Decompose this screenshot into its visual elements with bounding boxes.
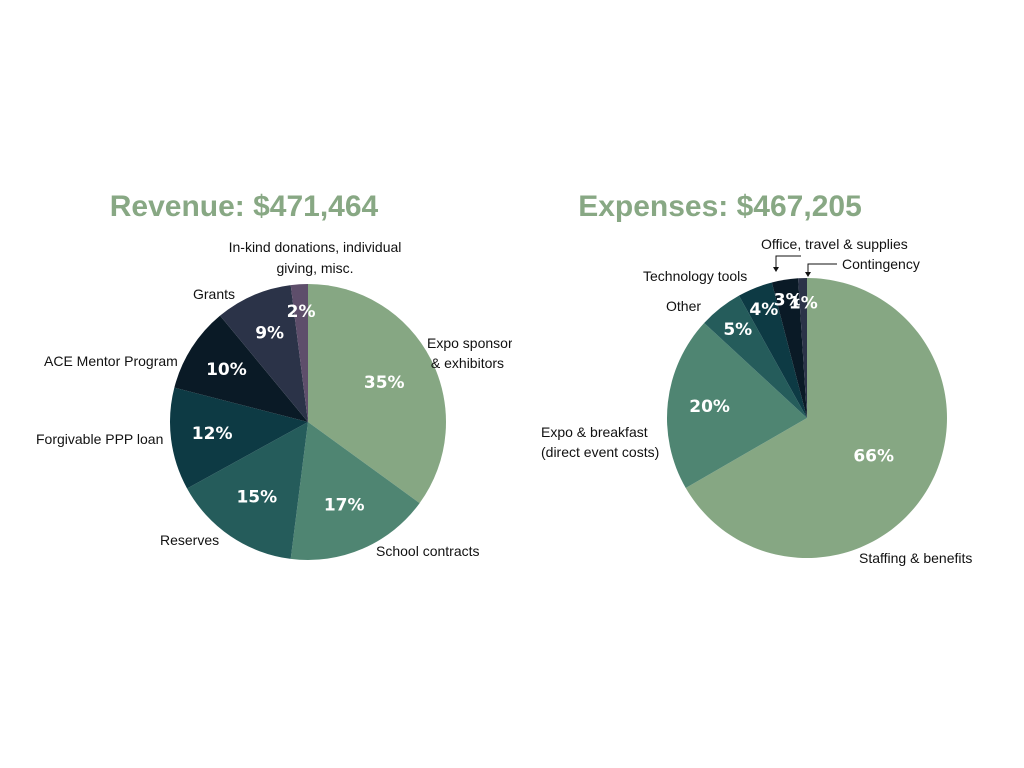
revenue-slice-6 — [290, 284, 308, 422]
expenses-leader-line-0 — [775, 255, 801, 268]
revenue-pct-label-4: 10% — [206, 360, 247, 380]
expenses-category-label-4: Office, travel & supplies — [761, 236, 908, 252]
revenue-category-label-5: Grants — [193, 286, 235, 302]
revenue-category-label-0: Expo sponsorships & exhibitors — [427, 335, 512, 371]
revenue-category-label-3: Forgivable PPP loan — [36, 431, 163, 447]
expenses-category-label-5: Contingency — [842, 256, 920, 272]
expenses-leader-line-1 — [807, 263, 837, 273]
revenue-category-label-2: Reserves — [160, 532, 219, 548]
revenue-category-label-6: In-kind donations, individual giving, mis… — [229, 239, 402, 276]
revenue-pct-label-6: 2% — [287, 302, 316, 322]
expenses-slice-5 — [798, 278, 807, 418]
revenue-pie: 35% 17% 15% 12% 10% 9%2% Expo sponsorships & e… — [36, 239, 512, 560]
expenses-pct-label-3: 4% — [749, 300, 778, 320]
revenue-pct-label-5: 9% — [255, 323, 284, 343]
revenue-slice-1 — [290, 422, 420, 560]
revenue-pct-label-1: 17% — [324, 496, 365, 516]
revenue-pct-label-2: 15% — [236, 487, 277, 507]
revenue-slice-4 — [174, 315, 308, 422]
expenses-pct-label-1: 20% — [689, 397, 730, 417]
expenses-pct-label-2: 5% — [723, 320, 752, 340]
expenses-pie: 66% 20% 5%4%3%1% Staffing & benefits Expo &… — [541, 236, 972, 566]
revenue-category-label-1: School contracts — [376, 543, 480, 559]
expenses-slice-4 — [771, 278, 807, 418]
expenses-pct-label-5: 1% — [789, 293, 818, 313]
expenses-leader-arrow-0 — [773, 267, 779, 272]
revenue-slice-0 — [308, 284, 446, 504]
expenses-slice-1 — [667, 323, 807, 488]
expenses-leader-arrow-1 — [805, 272, 811, 277]
expenses-slice-0 — [685, 278, 947, 558]
revenue-slice-2 — [187, 422, 308, 559]
expenses-chart: Expenses: $467,205 66% 20% 5% 4% 3% 1% Staffin… — [512, 180, 1024, 600]
revenue-slice-3 — [170, 387, 308, 489]
revenue-pct-label-0: 35% — [364, 373, 405, 393]
expenses-category-label-1: Expo & breakfast (direct event costs) — [541, 424, 659, 460]
expenses-category-label-0: Staffing & benefits — [859, 550, 972, 566]
expenses-slice-2 — [704, 295, 807, 418]
expenses-pct-label-0: 66% — [853, 447, 894, 467]
revenue-slice-5 — [220, 285, 308, 422]
expenses-category-label-2: Other — [666, 298, 701, 314]
revenue-chart: Revenue: $471,464 35% 17% 15% 12% 10% 9% 2% Exp… — [0, 180, 512, 600]
revenue-category-label-4: ACE Mentor Program — [44, 353, 178, 369]
expenses-pct-label-4: 3% — [774, 290, 803, 310]
expenses-chart-title: Expenses: $467,205 — [578, 190, 862, 223]
revenue-chart-title: Revenue: $471,464 — [109, 190, 379, 223]
revenue-pct-label-3: 12% — [192, 424, 233, 444]
expenses-slice-3 — [738, 282, 807, 418]
expenses-category-label-3: Technology tools — [643, 268, 747, 284]
